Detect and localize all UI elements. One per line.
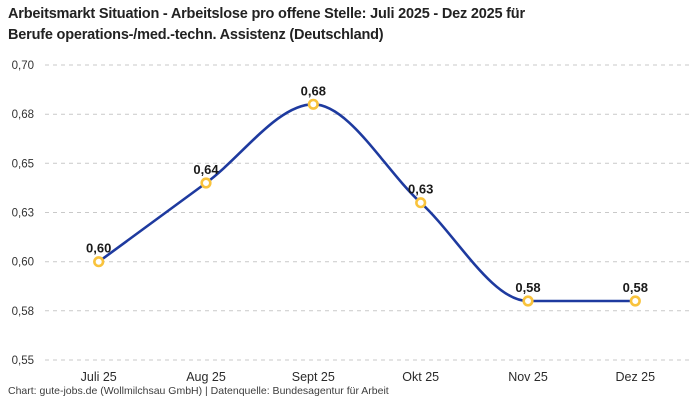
x-tick-label: Juli 25 <box>81 370 117 384</box>
y-tick-label: 0,60 <box>12 257 34 269</box>
data-point-marker <box>522 295 534 307</box>
y-tick-label: 0,58 <box>12 306 34 318</box>
x-tick-label: Dez 25 <box>615 370 655 384</box>
x-tick-label: Okt 25 <box>402 370 439 384</box>
data-point-marker <box>629 295 641 307</box>
chart-title: Arbeitsmarkt Situation - Arbeitslose pro… <box>8 4 525 46</box>
data-point-label: 0,64 <box>193 162 219 177</box>
data-point-marker <box>307 98 319 110</box>
y-tick-label: 0,68 <box>12 109 34 121</box>
data-point-label: 0,60 <box>86 241 111 256</box>
data-point-marker <box>415 197 427 209</box>
y-tick-label: 0,55 <box>12 355 34 367</box>
data-point-marker <box>93 256 105 268</box>
data-point-marker <box>200 177 212 189</box>
y-tick-label: 0,65 <box>12 158 34 170</box>
chart-attribution: Chart: gute-jobs.de (Wollmilchsau GmbH) … <box>8 385 389 397</box>
x-tick-label: Aug 25 <box>186 370 226 384</box>
series-line <box>97 102 637 303</box>
chart-title-line2: Berufe operations-/med.-techn. Assistenz… <box>8 27 384 43</box>
data-point-label: 0,68 <box>301 83 326 98</box>
y-tick-label: 0,70 <box>12 60 34 72</box>
data-point-label: 0,63 <box>408 182 433 197</box>
x-tick-label: Sept 25 <box>292 370 335 384</box>
y-tick-label: 0,63 <box>12 208 34 220</box>
chart-title-line1: Arbeitsmarkt Situation - Arbeitslose pro… <box>8 6 525 22</box>
data-point-label: 0,58 <box>623 280 648 295</box>
x-tick-label: Nov 25 <box>508 370 548 384</box>
data-point-label: 0,58 <box>515 280 540 295</box>
